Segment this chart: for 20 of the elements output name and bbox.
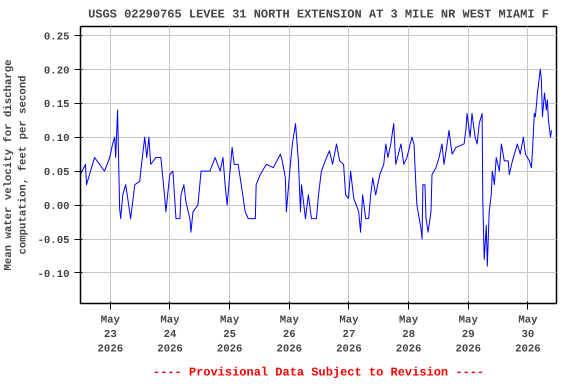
y-tick-label: -0.05	[38, 235, 70, 247]
x-tick-label: May 23 2026	[98, 314, 124, 356]
y-axis-title: Mean water velocity for discharge computation, feet per second	[3, 59, 30, 271]
chart-title: USGS 02290765 LEVEE 31 NORTH EXTENSION AT 3 MILE NR WEST MIAMI F	[88, 8, 549, 22]
y-tick-label: 0.25	[44, 31, 70, 44]
y-tick-label: 0.20	[44, 65, 70, 78]
x-tick-label: May 27 2026	[336, 314, 362, 356]
y-tick-label: -0.10	[38, 268, 70, 281]
x-tick-label: May 24 2026	[157, 314, 183, 356]
y-tick-label: 0.10	[44, 133, 70, 146]
x-tick-label: May 29 2026	[455, 314, 482, 356]
x-tick-label: May 26 2026	[276, 314, 302, 356]
x-tick-label: May 30 2026	[515, 314, 541, 356]
x-tick-label: May 28 2026	[396, 314, 422, 356]
y-tick-label: 0.05	[44, 167, 70, 180]
line-series	[80, 68, 552, 267]
y-tick-label: 0.00	[44, 201, 70, 214]
x-tick-label: May 25 2026	[216, 314, 242, 356]
text: ---- Provisional Data Subject to Revision ----	[152, 366, 484, 380]
y-tick-label: 0.15	[44, 99, 70, 112]
